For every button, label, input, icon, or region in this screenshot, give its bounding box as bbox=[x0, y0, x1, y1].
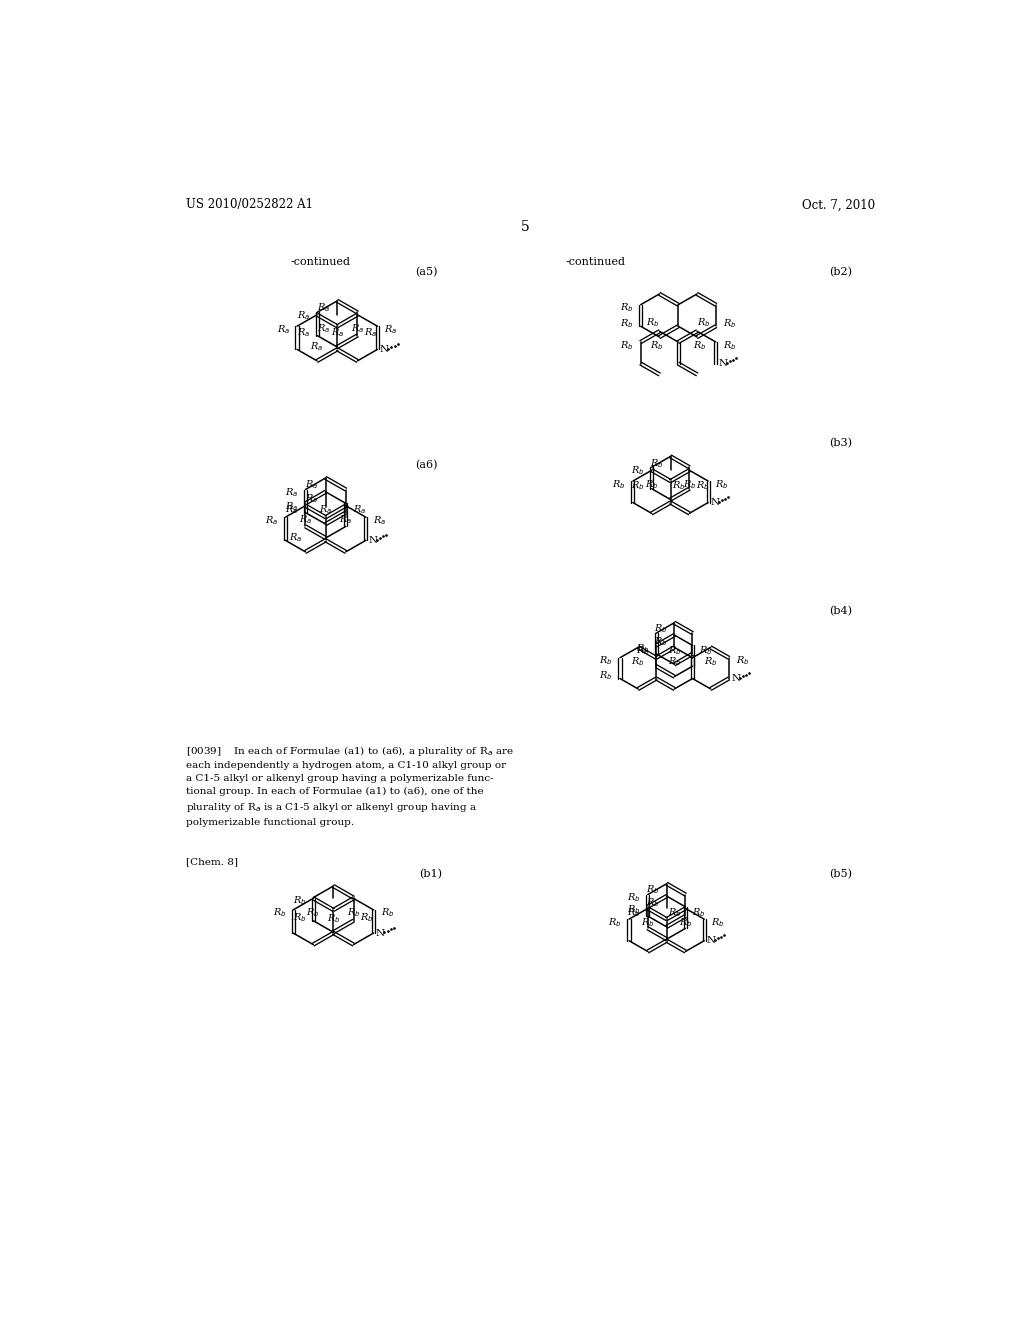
Text: R$_a$: R$_a$ bbox=[299, 513, 312, 527]
Text: R$_a$: R$_a$ bbox=[317, 301, 331, 314]
Text: R$_b$: R$_b$ bbox=[654, 623, 668, 635]
Text: (a6): (a6) bbox=[415, 459, 437, 470]
Text: R$_b$: R$_b$ bbox=[650, 457, 664, 470]
Text: (a5): (a5) bbox=[415, 267, 437, 277]
Text: R$_b$: R$_b$ bbox=[723, 339, 736, 351]
Text: R$_a$: R$_a$ bbox=[265, 513, 279, 527]
Text: R$_b$: R$_b$ bbox=[360, 911, 374, 924]
Text: -continued: -continued bbox=[566, 257, 626, 268]
Text: R$_b$: R$_b$ bbox=[621, 301, 634, 314]
Text: R$_b$: R$_b$ bbox=[621, 317, 634, 330]
Text: R$_b$: R$_b$ bbox=[628, 891, 641, 904]
Text: R$_a$: R$_a$ bbox=[286, 486, 299, 499]
Text: R$_b$: R$_b$ bbox=[697, 317, 711, 330]
Text: R$_b$: R$_b$ bbox=[636, 642, 649, 655]
Text: R$_a$: R$_a$ bbox=[384, 323, 397, 335]
Text: R$_b$: R$_b$ bbox=[631, 479, 645, 492]
Text: R$_b$: R$_b$ bbox=[641, 916, 654, 929]
Text: R$_a$: R$_a$ bbox=[286, 500, 299, 513]
Text: [0039]    In each of Formulae (a1) to (a6), a plurality of R$_a$ are
each indepe: [0039] In each of Formulae (a1) to (a6),… bbox=[186, 743, 514, 828]
Text: R$_b$: R$_b$ bbox=[272, 907, 286, 920]
Text: R$_a$: R$_a$ bbox=[305, 478, 318, 491]
Text: (b3): (b3) bbox=[829, 438, 852, 449]
Text: R$_b$: R$_b$ bbox=[723, 317, 736, 330]
Text: N: N bbox=[369, 536, 378, 545]
Text: R$_b$: R$_b$ bbox=[693, 339, 707, 351]
Text: R$_a$: R$_a$ bbox=[351, 322, 364, 335]
Text: R$_a$: R$_a$ bbox=[297, 309, 310, 322]
Text: R$_b$: R$_b$ bbox=[715, 478, 729, 491]
Text: R$_b$: R$_b$ bbox=[347, 906, 360, 919]
Text: R$_a$: R$_a$ bbox=[339, 513, 352, 527]
Text: R$_b$: R$_b$ bbox=[645, 478, 658, 491]
Text: R$_a$: R$_a$ bbox=[365, 326, 378, 339]
Text: R$_a$: R$_a$ bbox=[310, 341, 324, 354]
Text: R$_b$: R$_b$ bbox=[668, 655, 681, 668]
Text: R$_a$: R$_a$ bbox=[297, 326, 310, 339]
Text: R$_b$: R$_b$ bbox=[683, 478, 696, 491]
Text: R$_b$: R$_b$ bbox=[679, 916, 692, 929]
Text: [Chem. 8]: [Chem. 8] bbox=[186, 858, 239, 866]
Text: -continued: -continued bbox=[291, 257, 351, 268]
Text: N: N bbox=[707, 936, 716, 945]
Text: (b5): (b5) bbox=[829, 870, 852, 879]
Text: R$_a$: R$_a$ bbox=[373, 513, 386, 527]
Text: R$_b$: R$_b$ bbox=[669, 907, 682, 919]
Text: R$_b$: R$_b$ bbox=[646, 317, 659, 330]
Text: (b4): (b4) bbox=[829, 606, 852, 616]
Text: R$_a$: R$_a$ bbox=[317, 322, 331, 335]
Text: R$_b$: R$_b$ bbox=[608, 916, 622, 929]
Text: R$_b$: R$_b$ bbox=[699, 644, 713, 657]
Text: R$_b$: R$_b$ bbox=[654, 635, 668, 648]
Text: N: N bbox=[711, 498, 720, 507]
Text: (b1): (b1) bbox=[419, 870, 441, 879]
Text: R$_a$: R$_a$ bbox=[286, 503, 299, 516]
Text: R$_b$: R$_b$ bbox=[293, 894, 306, 907]
Text: R$_a$: R$_a$ bbox=[276, 323, 290, 335]
Text: N: N bbox=[376, 928, 385, 937]
Text: R$_b$: R$_b$ bbox=[703, 655, 718, 668]
Text: N: N bbox=[380, 345, 389, 354]
Text: R$_b$: R$_b$ bbox=[612, 478, 626, 491]
Text: R$_b$: R$_b$ bbox=[646, 883, 659, 896]
Text: R$_b$: R$_b$ bbox=[632, 655, 645, 668]
Text: R$_b$: R$_b$ bbox=[628, 907, 641, 920]
Text: R$_b$: R$_b$ bbox=[735, 655, 750, 667]
Text: (b2): (b2) bbox=[829, 267, 852, 277]
Text: N: N bbox=[731, 675, 740, 682]
Text: R$_b$: R$_b$ bbox=[672, 479, 686, 492]
Text: R$_b$: R$_b$ bbox=[628, 903, 641, 916]
Text: N: N bbox=[718, 359, 727, 368]
Text: R$_a$: R$_a$ bbox=[289, 532, 302, 544]
Text: R$_a$: R$_a$ bbox=[352, 503, 366, 516]
Text: R$_a$: R$_a$ bbox=[319, 504, 332, 516]
Text: R$_b$: R$_b$ bbox=[327, 912, 340, 924]
Text: R$_b$: R$_b$ bbox=[649, 339, 664, 351]
Text: R$_b$: R$_b$ bbox=[668, 644, 681, 656]
Text: Oct. 7, 2010: Oct. 7, 2010 bbox=[802, 198, 876, 211]
Text: R$_b$: R$_b$ bbox=[599, 655, 613, 667]
Text: R$_b$: R$_b$ bbox=[692, 907, 706, 920]
Text: R$_b$: R$_b$ bbox=[381, 907, 394, 920]
Text: R$_b$: R$_b$ bbox=[696, 479, 710, 492]
Text: R$_b$: R$_b$ bbox=[306, 906, 321, 919]
Text: US 2010/0252822 A1: US 2010/0252822 A1 bbox=[186, 198, 313, 211]
Text: R$_b$: R$_b$ bbox=[293, 911, 306, 924]
Text: R$_b$: R$_b$ bbox=[636, 644, 649, 657]
Text: R$_b$: R$_b$ bbox=[621, 339, 634, 351]
Text: R$_b$: R$_b$ bbox=[599, 669, 613, 682]
Text: R$_b$: R$_b$ bbox=[712, 916, 725, 929]
Text: R$_b$: R$_b$ bbox=[631, 463, 645, 477]
Text: R$_a$: R$_a$ bbox=[305, 492, 318, 506]
Text: 5: 5 bbox=[520, 220, 529, 234]
Text: R$_a$: R$_a$ bbox=[331, 326, 344, 339]
Text: R$_b$: R$_b$ bbox=[646, 896, 659, 908]
